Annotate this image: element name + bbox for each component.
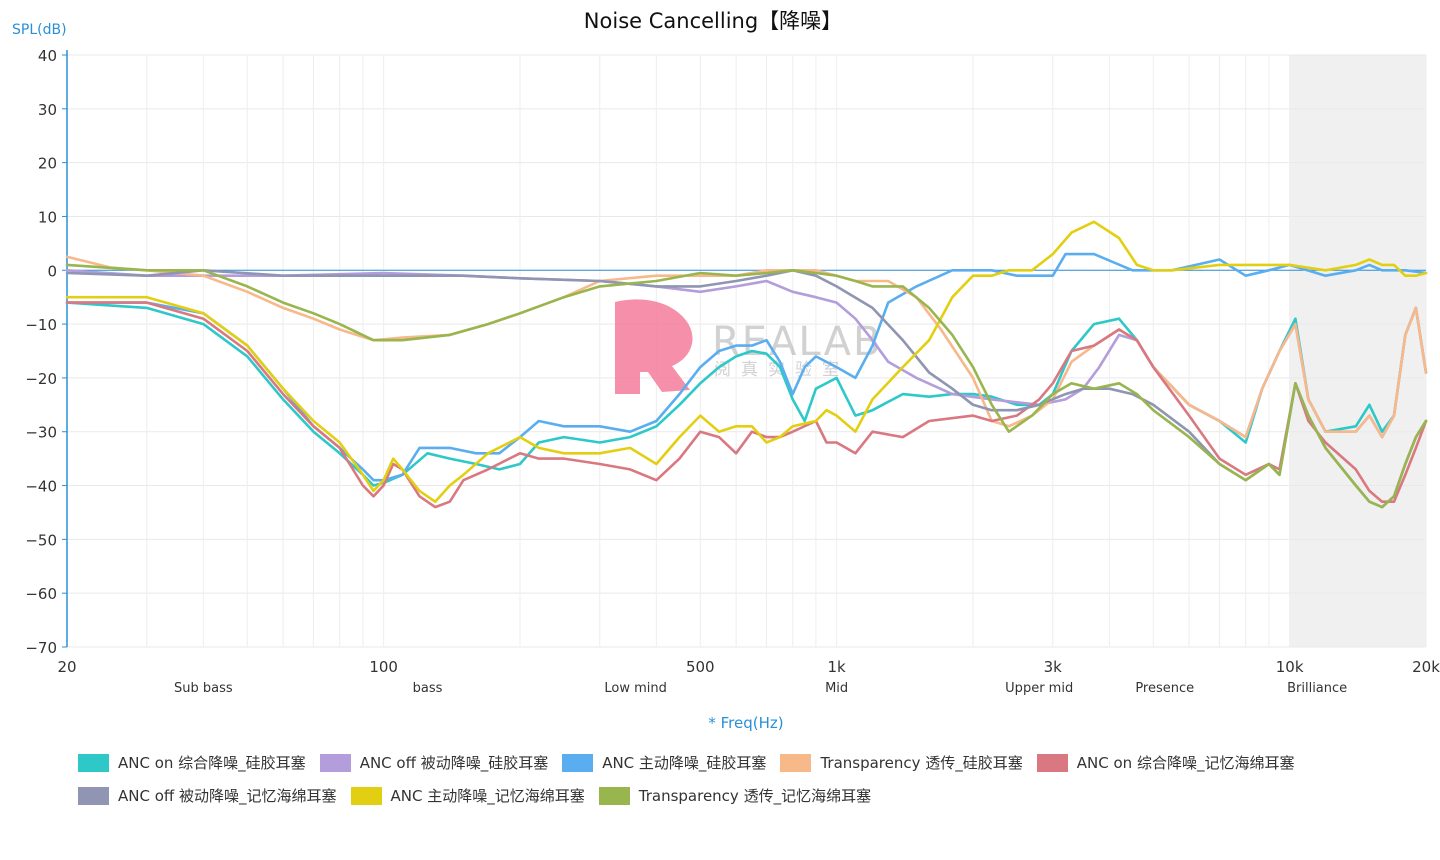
legend-swatch xyxy=(319,753,351,772)
chart-title: Noise Cancelling【降噪】 xyxy=(584,9,842,33)
y-axis-label: SPL(dB) xyxy=(12,22,67,38)
y-tick-label: −70 xyxy=(25,639,57,657)
legend-swatch xyxy=(598,786,630,805)
watermark-logo xyxy=(615,299,693,394)
watermark-text: REALAB xyxy=(712,319,882,365)
legend-swatch xyxy=(780,753,812,772)
y-tick-label: −30 xyxy=(25,424,57,442)
legend-label: ANC on 综合降噪_硅胶耳塞 xyxy=(118,754,306,772)
band-label: Mid xyxy=(825,681,848,696)
x-tick-label: 1k xyxy=(828,658,847,676)
band-label: Brilliance xyxy=(1287,681,1347,696)
legend-swatch xyxy=(350,786,382,805)
y-tick-label: 30 xyxy=(38,101,57,119)
band-label: Low mind xyxy=(604,681,667,696)
legend-swatch xyxy=(562,753,594,772)
band-label: Upper mid xyxy=(1005,681,1073,696)
legend-item[interactable]: ANC on 综合降噪_记忆海绵耳塞 xyxy=(1036,752,1295,773)
y-tick-label: 0 xyxy=(47,262,57,280)
x-tick-label: 20 xyxy=(57,658,76,676)
y-tick-label: −10 xyxy=(25,316,57,334)
legend-label: ANC off 被动降噪_硅胶耳塞 xyxy=(359,754,549,772)
band-label: Presence xyxy=(1135,681,1194,696)
legend-item[interactable]: ANC off 被动降噪_记忆海绵耳塞 xyxy=(78,785,337,806)
legend-swatch xyxy=(78,786,109,805)
y-tick-label: 20 xyxy=(38,155,57,173)
series-lines xyxy=(65,220,1428,509)
legend-swatch xyxy=(1036,753,1068,772)
y-tick-label: 40 xyxy=(38,47,57,65)
legend-label: ANC off 被动降噪_记忆海绵耳塞 xyxy=(118,787,337,805)
x-axis-ticks: 20 100 500 1k 3k 10k 20k xyxy=(57,658,1440,676)
y-tick-label: −20 xyxy=(25,370,57,388)
legend-label: ANC on 综合降噪_记忆海绵耳塞 xyxy=(1076,754,1295,772)
legend-item[interactable]: Transparency 透传_记忆海绵耳塞 xyxy=(598,785,872,806)
y-tick-label: −40 xyxy=(25,478,57,496)
band-label: Sub bass xyxy=(174,681,233,696)
x-tick-label: 100 xyxy=(369,658,398,676)
legend-item[interactable]: ANC 主动降噪_硅胶耳塞 xyxy=(562,752,766,773)
legend-item[interactable]: Transparency 透传_硅胶耳塞 xyxy=(780,752,1023,773)
x-tick-label: 20k xyxy=(1412,658,1440,676)
legend-label: Transparency 透传_记忆海绵耳塞 xyxy=(638,787,872,805)
x-tick-label: 10k xyxy=(1276,658,1304,676)
x-axis-label: * Freq(Hz) xyxy=(708,714,783,732)
legend-item[interactable]: ANC 主动降噪_记忆海绵耳塞 xyxy=(350,785,585,806)
series-line-8 xyxy=(65,263,1428,509)
series-line-7 xyxy=(65,220,1428,503)
legend-label: Transparency 透传_硅胶耳塞 xyxy=(820,754,1023,772)
series-line-4 xyxy=(65,255,1428,439)
chart-legend: ANC on 综合降噪_硅胶耳塞 ANC off 被动降噪_硅胶耳塞 ANC 主动降… xyxy=(78,752,1408,806)
legend-label: ANC 主动降噪_硅胶耳塞 xyxy=(602,754,767,772)
y-tick-label: 10 xyxy=(38,208,57,226)
legend-swatch xyxy=(78,753,109,772)
brilliance-shaded-region xyxy=(1289,55,1426,647)
series-line-6 xyxy=(65,269,1428,509)
legend-label: ANC 主动降噪_记忆海绵耳塞 xyxy=(390,787,585,805)
frequency-band-labels: Sub bass bass Low mind Mid Upper mid Presence… xyxy=(174,681,1347,696)
legend-item[interactable]: ANC off 被动降噪_硅胶耳塞 xyxy=(319,752,549,773)
y-axis-ticks: 40 30 20 10 0 −10 −20 −30 −40 −50 −60 −70 xyxy=(25,47,67,657)
y-tick-label: −60 xyxy=(25,585,57,603)
y-tick-label: −50 xyxy=(25,531,57,549)
band-label: bass xyxy=(413,681,443,696)
legend-item[interactable]: ANC on 综合降噪_硅胶耳塞 xyxy=(78,752,306,773)
x-tick-label: 500 xyxy=(686,658,715,676)
x-tick-label: 3k xyxy=(1044,658,1063,676)
